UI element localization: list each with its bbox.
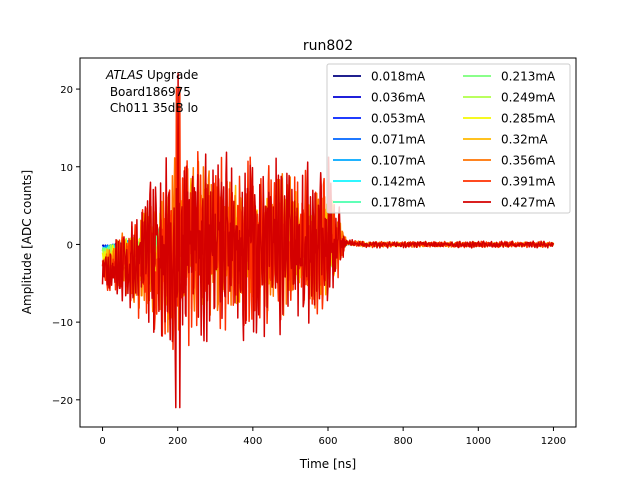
x-tick-label: 400	[243, 436, 262, 447]
legend-label: 0.32mA	[501, 133, 548, 147]
legend-label: 0.178mA	[371, 196, 426, 210]
y-axis-label: Amplitude [ADC counts]	[20, 170, 34, 314]
atlas-annotation: ATLAS Upgrade Board186975 Ch011 35dB lo	[105, 68, 198, 115]
x-axis-ticks: 0 200 400 600 800 1000 1200	[99, 427, 566, 447]
x-tick-label: 0	[99, 436, 105, 447]
legend-label: 0.142mA	[371, 175, 426, 189]
legend-label: 0.018mA	[371, 70, 426, 84]
annotation-line-3: Ch011 35dB lo	[106, 101, 198, 115]
legend-label: 0.391mA	[501, 175, 556, 189]
legend-label: 0.249mA	[501, 91, 556, 105]
y-tick-label: −20	[52, 396, 73, 407]
legend-items: 0.018mA 0.036mA 0.053mA 0.071mA 0.107mA 0.142…	[333, 70, 556, 210]
x-tick-label: 800	[394, 436, 413, 447]
x-axis-label: Time [ns]	[299, 457, 356, 471]
legend-label: 0.071mA	[371, 133, 426, 147]
annotation-line-2: Board186975	[106, 85, 191, 99]
legend-label: 0.053mA	[371, 112, 426, 126]
legend-label: 0.285mA	[501, 112, 556, 126]
y-tick-label: 10	[60, 163, 73, 174]
y-tick-label: 20	[60, 85, 73, 96]
y-tick-label: 0	[67, 240, 73, 251]
y-tick-label: −10	[52, 318, 73, 329]
legend-label: 0.107mA	[371, 154, 426, 168]
chart-title: run802	[303, 38, 353, 54]
x-tick-label: 200	[168, 436, 187, 447]
legend-label: 0.356mA	[501, 154, 556, 168]
legend-box	[326, 63, 571, 214]
legend-label: 0.036mA	[371, 91, 426, 105]
legend: 0.018mA 0.036mA 0.053mA 0.071mA 0.107mA 0.142…	[326, 63, 571, 214]
x-tick-label: 1000	[466, 436, 491, 447]
annotation-line-1: ATLAS Upgrade	[105, 68, 198, 82]
x-tick-label: 1200	[541, 436, 566, 447]
series-group	[101, 72, 555, 409]
y-axis-ticks: −20 −10 0 10 20	[52, 85, 80, 407]
legend-label: 0.213mA	[501, 70, 556, 84]
x-tick-label: 600	[318, 436, 337, 447]
legend-label: 0.427mA	[501, 196, 556, 210]
series-line-0-427mA	[101, 72, 555, 409]
